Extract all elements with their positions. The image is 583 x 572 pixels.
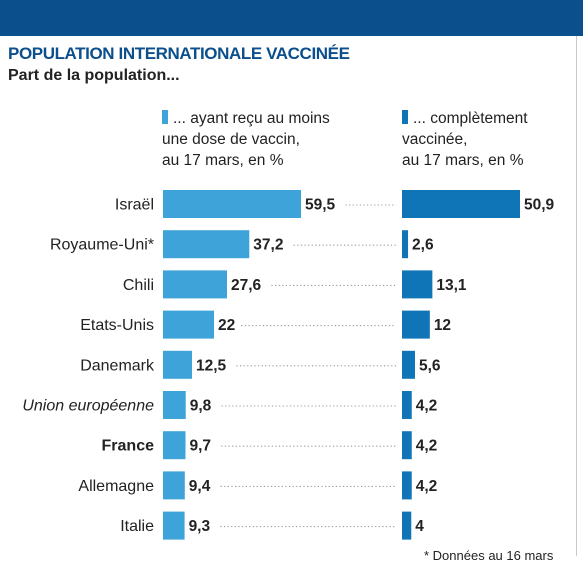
bar-series-1 — [163, 431, 186, 460]
category-label: Union européenne — [22, 398, 154, 415]
bar-series-1 — [163, 230, 250, 259]
legend-series-2-line-3: au 17 mars, en % — [402, 152, 524, 169]
legend-swatch-series-2 — [402, 110, 408, 124]
category-label: Danemark — [80, 357, 155, 374]
legend-series-1-line-3: au 17 mars, en % — [162, 152, 284, 169]
bar-series-1 — [163, 391, 186, 419]
bar-series-2 — [402, 350, 415, 379]
bar-series-2 — [402, 471, 412, 500]
bar-series-1 — [163, 190, 301, 218]
chart-title: POPULATION INTERNATIONALE VACCINÉE — [8, 44, 350, 63]
legend-swatch-series-1 — [162, 110, 168, 124]
data-label-series-1: 12,5 — [196, 357, 227, 374]
category-label: Etats-Unis — [80, 317, 154, 334]
legend-series-2-line-2: vaccinée, — [402, 131, 468, 148]
category-label: Chili — [123, 277, 154, 294]
legend-series-2-line-1: ... complètement — [402, 108, 528, 129]
data-label-series-1: 37,2 — [253, 237, 283, 254]
bar-series-2 — [402, 431, 412, 460]
data-label-series-1: 9,3 — [189, 518, 211, 535]
legend-series-1-line-2: une dose de vaccin, — [162, 131, 300, 148]
data-label-series-2: 12 — [434, 317, 451, 334]
data-label-series-2: 4,2 — [416, 478, 438, 495]
legend-series-2-text-1: ... complètement — [413, 110, 528, 127]
data-label-series-1: 22 — [218, 317, 235, 334]
legend-series-1: ... ayant reçu au moins une dose de vacc… — [162, 108, 330, 171]
header-bar — [0, 0, 583, 36]
data-label-series-2: 4,2 — [416, 438, 438, 455]
category-label: Israël — [115, 197, 154, 214]
data-label-series-2: 2,6 — [412, 237, 434, 254]
data-label-series-1: 59,5 — [305, 197, 336, 214]
data-label-series-2: 13,1 — [436, 277, 467, 294]
bar-series-2 — [402, 310, 430, 339]
data-label-series-1: 27,6 — [231, 277, 262, 294]
legend-series-2: ... complètement vaccinée, au 17 mars, e… — [402, 108, 528, 171]
bar-series-1 — [163, 310, 215, 339]
footnote: * Données au 16 mars — [424, 548, 554, 563]
category-label: Italie — [120, 518, 154, 535]
page-edge-line — [576, 36, 577, 556]
category-label: Royaume-Uni* — [50, 237, 154, 254]
category-label: France — [102, 438, 155, 455]
legend-series-1-line-1: ... ayant reçu au moins — [162, 108, 330, 129]
data-label-series-2: 5,6 — [419, 357, 441, 374]
bar-series-2 — [402, 270, 433, 299]
bar-series-1 — [163, 511, 185, 540]
chart-subtitle: Part de la population... — [8, 67, 180, 84]
data-label-series-2: 50,9 — [524, 197, 555, 214]
legend-series-1-text-1: ... ayant reçu au moins — [173, 110, 330, 127]
data-label-series-2: 4 — [415, 518, 424, 535]
bar-series-2 — [402, 190, 520, 218]
bar-series-1 — [163, 471, 185, 500]
bar-series-1 — [163, 270, 228, 299]
data-label-series-1: 9,7 — [189, 438, 211, 455]
bar-series-1 — [163, 350, 192, 379]
data-label-series-1: 9,8 — [190, 398, 212, 415]
bar-series-2 — [402, 391, 412, 419]
data-label-series-2: 4,2 — [416, 398, 438, 415]
bar-series-2 — [402, 511, 412, 540]
bar-series-2 — [402, 230, 409, 259]
category-label: Allemagne — [78, 478, 154, 495]
data-label-series-1: 9,4 — [189, 478, 211, 495]
